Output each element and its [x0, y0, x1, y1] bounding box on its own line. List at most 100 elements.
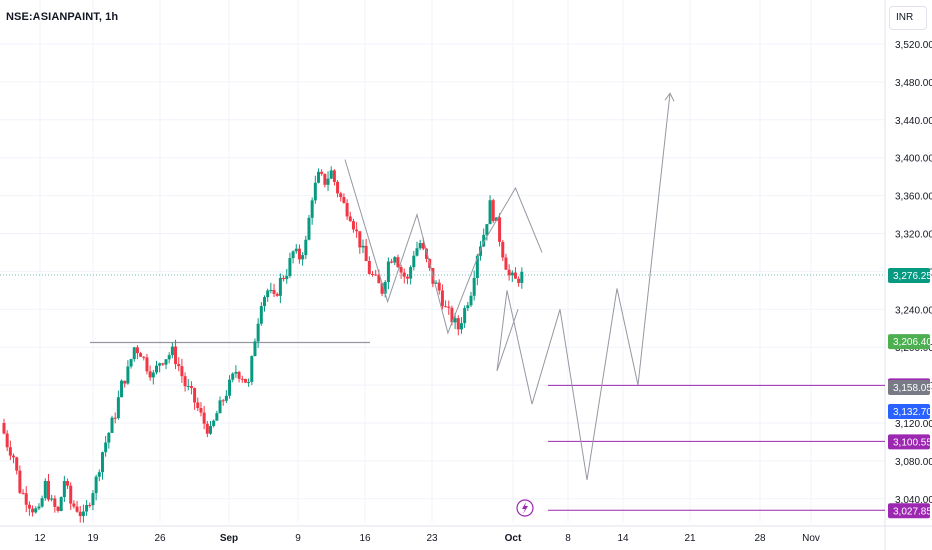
candle-body	[377, 274, 381, 284]
candle-body	[120, 380, 124, 398]
candle-body	[183, 376, 187, 387]
candle-body	[69, 485, 73, 504]
candle-body	[231, 373, 235, 380]
candle-body	[297, 248, 301, 260]
arrow-head	[664, 92, 675, 102]
x-tick-label: Oct	[505, 533, 522, 544]
candle-body	[332, 170, 336, 182]
candle-body	[164, 359, 168, 365]
candle-body	[24, 493, 28, 505]
candle-body	[2, 423, 6, 434]
candle-body	[139, 353, 143, 357]
price-badge-label: 3,158.05	[893, 383, 932, 394]
price-badge-label: 3,206.40	[893, 337, 932, 348]
candle-body	[189, 386, 193, 389]
candle-body	[224, 395, 228, 401]
candle-body	[421, 243, 425, 249]
candle-body	[380, 283, 384, 294]
price-badge-label: 3,027.85	[893, 506, 932, 517]
candle-body	[393, 257, 397, 263]
candle-body	[425, 248, 429, 259]
candle-body	[247, 381, 251, 383]
candle-body	[374, 274, 378, 276]
candle-body	[208, 425, 212, 434]
candle-body	[504, 257, 508, 270]
candle-body	[126, 366, 130, 384]
candle-body	[364, 245, 368, 261]
candle-body	[336, 181, 340, 194]
candle-body	[491, 200, 495, 221]
candle-body	[75, 506, 79, 512]
candle-body	[494, 217, 498, 221]
candle-body	[94, 476, 98, 494]
candle-body	[469, 295, 473, 306]
candle-body	[482, 234, 486, 247]
candle-body	[116, 397, 120, 419]
candle-body	[256, 323, 260, 342]
candle-body	[31, 508, 35, 513]
candle-body	[212, 420, 216, 426]
x-tick-label: 9	[295, 533, 301, 544]
candle-body	[498, 217, 502, 242]
price-badge-label: 3,100.55	[893, 437, 932, 448]
candle-body	[62, 481, 66, 498]
candle-body	[91, 493, 95, 506]
candle-body	[301, 255, 305, 260]
candle-body	[5, 433, 9, 448]
candle-body	[291, 251, 295, 259]
candle-body	[513, 272, 517, 279]
candle-body	[339, 193, 343, 198]
candle-body	[288, 258, 292, 276]
y-tick-label: 3,080.00	[895, 457, 932, 468]
candle-body	[463, 308, 467, 324]
candle-body	[15, 457, 19, 471]
candle-body	[12, 455, 16, 458]
price-badge	[888, 503, 930, 519]
candle-body	[418, 243, 422, 249]
symbol-title[interactable]: NSE:ASIANPAINT, 1h	[6, 11, 119, 23]
x-tick-label: 21	[684, 533, 696, 544]
candle-body	[59, 497, 63, 511]
currency-selector[interactable]: INR	[889, 6, 927, 30]
candle-body	[107, 432, 111, 443]
candle-body	[142, 356, 146, 358]
zigzag-drawing	[344, 159, 543, 335]
price-badge	[888, 434, 930, 450]
candle-body	[46, 480, 50, 500]
candle-body	[37, 506, 41, 509]
candle-body	[307, 217, 311, 240]
candle-body	[294, 248, 298, 252]
candle-body	[386, 261, 390, 283]
candle-body	[215, 413, 219, 421]
candle-body	[278, 277, 282, 296]
candle-body	[323, 173, 327, 185]
candle-body	[358, 231, 362, 248]
candle-body	[507, 269, 511, 276]
candle-body	[259, 306, 263, 324]
x-tick-label: 12	[34, 533, 46, 544]
y-tick-label: 3,400.00	[895, 154, 932, 165]
x-tick-label: 8	[565, 533, 571, 544]
y-tick-label: 3,360.00	[895, 192, 932, 203]
candle-body	[263, 297, 266, 307]
candle-body	[193, 388, 197, 403]
candle-body	[348, 216, 352, 222]
candle-body	[361, 245, 365, 248]
candle-body	[444, 306, 448, 308]
candle-body	[135, 347, 139, 354]
candle-body	[488, 200, 492, 225]
candle-body	[440, 290, 444, 307]
price-badge	[888, 403, 930, 419]
candle-body	[253, 341, 257, 357]
candle-body	[129, 359, 133, 367]
candle-body	[174, 346, 178, 365]
candle-body	[313, 182, 317, 201]
candle-body	[161, 363, 165, 365]
candle-body	[453, 318, 457, 323]
candle-body	[240, 378, 244, 380]
y-tick-label: 3,480.00	[895, 78, 932, 89]
candle-body	[517, 278, 521, 283]
candle-body	[282, 277, 286, 280]
candle-body	[186, 386, 190, 388]
